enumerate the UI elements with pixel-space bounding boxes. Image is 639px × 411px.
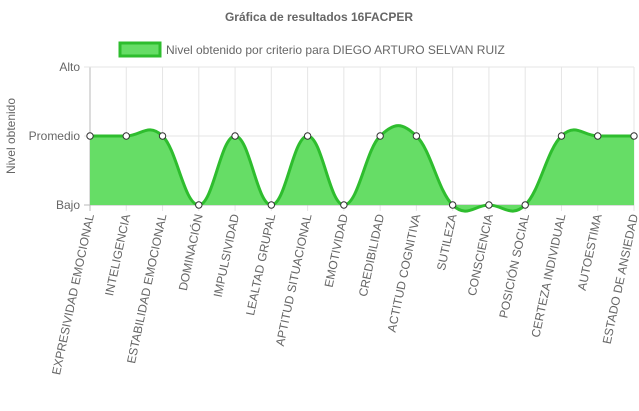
x-tick-label: LEALTAD GRUPAL (243, 212, 278, 316)
series-line (90, 124, 634, 213)
y-tick-label: Promedio (29, 129, 81, 143)
x-tick-label: AUTOESTIMA (575, 213, 605, 292)
data-point-15[interactable] (594, 132, 602, 140)
data-point-12[interactable] (485, 201, 493, 209)
y-axis-title: Nivel obtenido (4, 98, 18, 174)
data-point-11[interactable] (448, 201, 457, 209)
x-tick-label: INTELIGENCIA (102, 213, 133, 297)
x-tick-label: EXPRESIVIDAD EMOCIONAL (49, 212, 97, 376)
y-tick-label: Bajo (56, 198, 80, 212)
data-point-10[interactable] (412, 132, 421, 140)
x-tick-label: ESTADO DE ANSIEDAD (600, 212, 639, 345)
legend-label[interactable]: Nivel obtenido por criterio para DIEGO A… (166, 43, 505, 57)
data-point-4[interactable] (195, 201, 203, 209)
x-tick-label: EMOTIVIDAD (322, 212, 351, 288)
data-point-8[interactable] (340, 201, 348, 209)
data-point-9[interactable] (376, 132, 384, 140)
data-point-5[interactable] (231, 132, 239, 140)
data-points[interactable] (86, 132, 638, 209)
x-tick-label: DOMINACIÓN (175, 213, 206, 292)
legend-swatch[interactable] (118, 41, 162, 58)
x-axis-ticks: EXPRESIVIDAD EMOCIONAL INTELIGENCIAESTABI… (49, 212, 639, 376)
series-fill (90, 125, 634, 212)
x-tick-label: CREDIBILIDAD (356, 212, 387, 297)
data-point-1[interactable] (86, 132, 94, 140)
x-tick-label: IMPULSIVIDAD (211, 212, 242, 298)
y-tick-label: Alto (59, 60, 80, 74)
data-point-2[interactable] (122, 132, 130, 140)
data-point-7[interactable] (303, 132, 312, 140)
x-tick-label: CONSCIENCIA (465, 213, 496, 297)
data-point-16[interactable] (630, 132, 638, 140)
chart-title: Gráfica de resultados 16FACPER (225, 10, 413, 24)
data-point-3[interactable] (158, 132, 167, 140)
legend[interactable]: Nivel obtenido por criterio para DIEGO A… (118, 41, 505, 58)
data-point-14[interactable] (557, 132, 566, 140)
y-axis-ticks: Bajo Promedio Alto (29, 60, 81, 212)
series-area (90, 124, 634, 213)
x-tick-label: ACTITUD COGNITIVA (385, 213, 424, 334)
x-tick-label: APTITUD SITUACIONAL (273, 212, 315, 347)
x-tick-label: SUTILEZA (434, 213, 460, 272)
x-tick-label: CERTEZA INDIVIDUAL (529, 212, 569, 338)
x-tick-label: ESTABILIDAD EMOCIONAL (124, 212, 169, 364)
x-tick-label: POSICIÓN SOCIAL (495, 212, 532, 319)
data-point-13[interactable] (521, 201, 529, 209)
data-point-6[interactable] (267, 201, 276, 209)
